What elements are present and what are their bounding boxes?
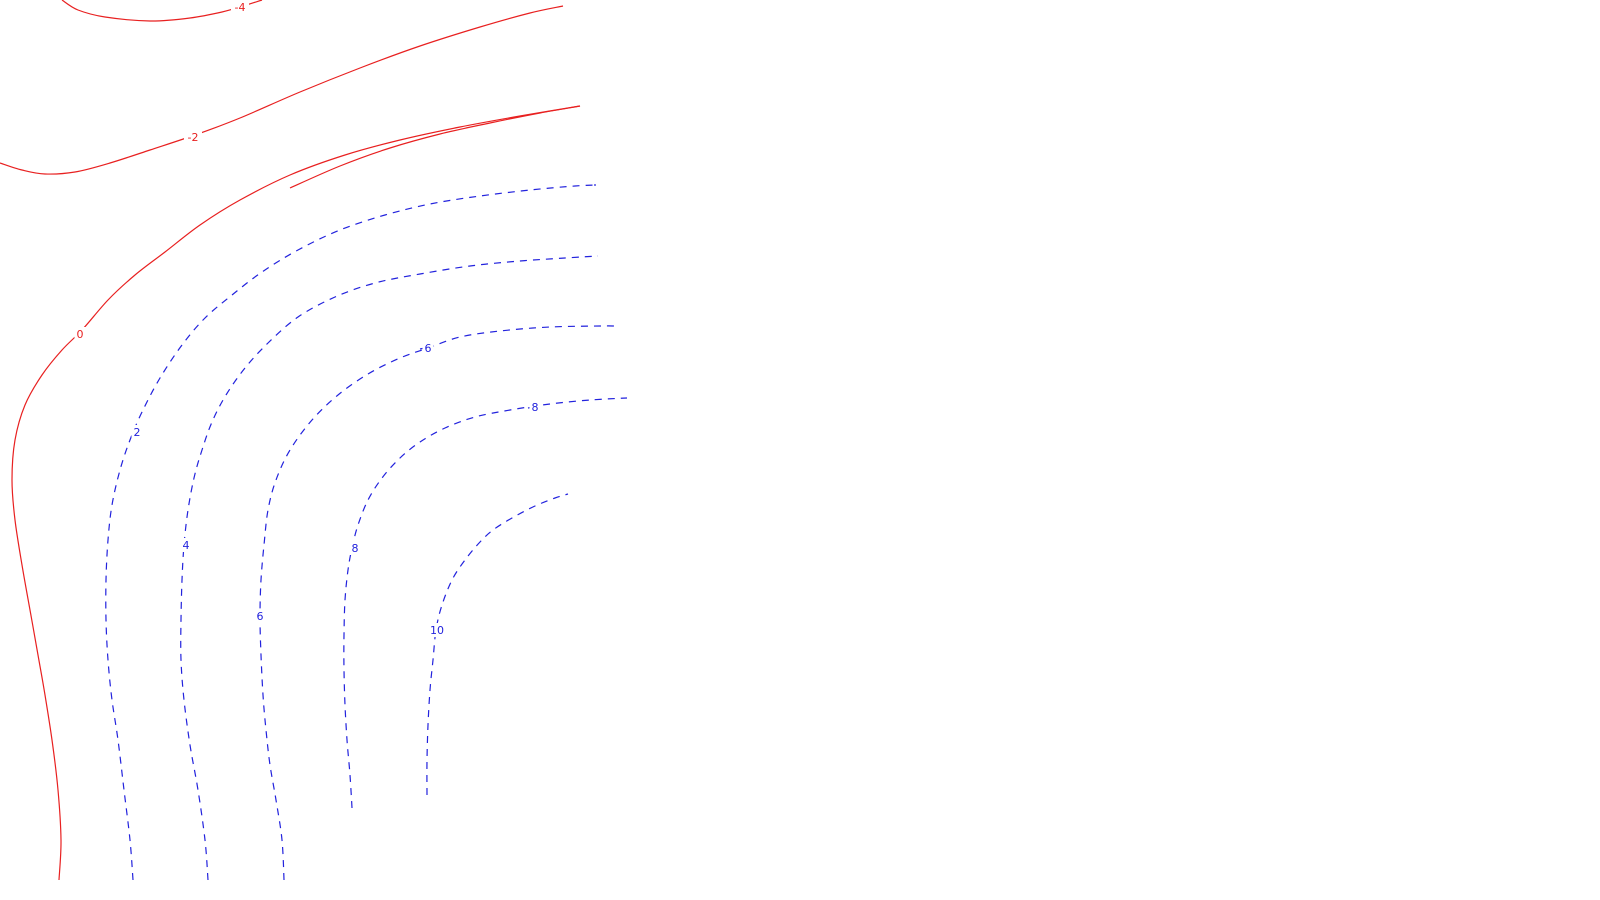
contour-label-6: 6 xyxy=(425,342,432,355)
contour-label-bg xyxy=(180,538,192,552)
contour-line-0 xyxy=(11,105,581,881)
contour-label-10: 10 xyxy=(430,624,444,637)
contour-label-bg xyxy=(254,609,266,623)
contour-label-neg4: -4 xyxy=(235,1,246,14)
contour-label-bg xyxy=(231,0,249,14)
contour-label-8: 8 xyxy=(532,401,539,414)
contour-label-bg xyxy=(74,327,86,341)
contour-label-4: 4 xyxy=(183,539,190,552)
contour-label-bg xyxy=(422,341,434,355)
contour-label-bg xyxy=(184,130,202,144)
contour-label-8: 8 xyxy=(352,542,359,555)
contour-line-6 xyxy=(259,325,616,881)
contour-labels: -4 -2 0 2 4 6 8 10 6 8 xyxy=(74,0,541,637)
contour-lines xyxy=(0,0,628,881)
contour-label-6: 6 xyxy=(257,610,264,623)
contour-line-neg2 xyxy=(289,105,581,189)
contour-line-10 xyxy=(426,493,569,796)
contour-label-2: 2 xyxy=(134,426,141,439)
contour-label-bg xyxy=(349,541,361,555)
contour-label-bg xyxy=(131,425,143,439)
contour-label-bg xyxy=(529,400,541,414)
contour-label-bg xyxy=(428,623,446,637)
contour-line-8 xyxy=(343,397,628,809)
contour-line-neg2 xyxy=(0,5,564,175)
contour-line-4 xyxy=(180,255,599,881)
contour-label-neg2: -2 xyxy=(188,131,199,144)
contour-line-2 xyxy=(105,184,597,881)
contour-label-0: 0 xyxy=(77,328,84,341)
